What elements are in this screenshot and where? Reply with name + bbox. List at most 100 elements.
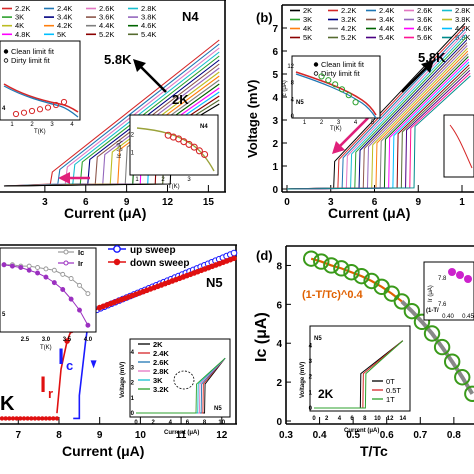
panel-b-legend-entry: 2K — [303, 6, 312, 15]
panel-c-inset-bottom-ylabel: Voltage (mV) — [120, 362, 126, 398]
panel-c-inset-top-xlabel: T(K) — [40, 345, 52, 351]
panel-d-y-tick-label: 4 — [276, 339, 282, 350]
panel-d-data-point — [313, 253, 330, 270]
panel-b-iv-curve — [286, 75, 471, 190]
panel-c-xlabel: Current (μA) — [62, 443, 144, 459]
panel-d-x-tick-label: 0.8 — [447, 430, 461, 441]
panel-d-y-tick-label: 6 — [276, 300, 282, 311]
panel-b-inset-top-xtick: 4 — [354, 120, 358, 126]
panel-d-data-point — [343, 264, 360, 281]
panel-c-inset-legend-entry: 2.8K — [153, 367, 169, 376]
panel-b-inset-top-point — [332, 81, 339, 88]
panel-d-inset-bottom-ylabel: Voltage (mV) — [300, 362, 306, 398]
panel-a-inset-top-point — [20, 109, 28, 116]
panel-a-inset-bottom-point — [201, 150, 209, 159]
panel-a-inset-top-point — [12, 110, 20, 118]
panel-a-legend-entry: 2.2K — [15, 4, 30, 13]
panel-c-x-tick-label: 10 — [135, 430, 147, 441]
panel-c-baseline-point — [18, 416, 23, 421]
panel-a-inset-legend-entry: Clean limit fit — [11, 47, 55, 56]
panel-a-high-temp-label: 5.8K — [104, 52, 132, 67]
panel-b-y-tick-label: 0 — [272, 185, 278, 196]
panel-b-legend-entry: 3.2K — [341, 15, 356, 24]
panel-a-legend-entry: 3.6K — [99, 13, 114, 22]
panel-c-baseline-point — [43, 416, 49, 421]
panel-d-inset-top-xtick: 0.45 — [462, 314, 474, 320]
panel-b-legend-entry: 4.6K — [417, 24, 432, 33]
panel-b-inset-top-xtick: 2 — [320, 120, 324, 126]
panel-c-x-tick-label: 7 — [15, 430, 21, 441]
panel-d-y-tick-label: 8 — [276, 261, 282, 272]
panel-a-legend-entry: 4.8K — [15, 30, 30, 39]
panel-a-temp-arrow — [133, 59, 167, 93]
panel-a-x-tick-label: 12 — [162, 197, 174, 208]
panel-d-x-tick-label: 0.7 — [413, 430, 427, 441]
panel-a-legend-entry: 4.4K — [99, 21, 114, 30]
panel-d-inset-bottom-xtick: 4 — [338, 416, 342, 422]
panel-c-ic-sub: c — [66, 358, 73, 373]
panel-c-inset-legend-entry: 3.2K — [153, 385, 169, 394]
panel-d-inset-top-ytick: 7.6 — [438, 302, 447, 308]
panel-c-inset-bottom-xtick: 10 — [218, 420, 225, 426]
panel-d-inset-bottom-xtick: 0 — [312, 416, 316, 422]
panel-a-inset-top-xlabel: T(K) — [34, 129, 46, 135]
panel-c-baseline-point — [54, 416, 60, 421]
panel-c-inset-legend-entry: 2K — [153, 340, 163, 349]
panel-d-data-point — [423, 325, 441, 342]
panel-b-x-tick-label: 6 — [372, 197, 378, 208]
panel-b-inset-top-point — [345, 92, 352, 99]
panel-a-legend-entry: 4.2K — [57, 21, 72, 30]
panel-c-x-tick-label: 9 — [97, 430, 103, 441]
panel-b-ylabel: Voltage (mV) — [245, 80, 260, 159]
panel-c-inset-legend-entry: 2.6K — [153, 358, 169, 367]
panel-b-inset-legend-marker — [313, 71, 319, 76]
panel-c-baseline-point — [10, 416, 16, 421]
panel-c-ic-arrow — [90, 360, 97, 369]
panel-b-y-tick-label: 3 — [272, 116, 278, 127]
panel-d-data-point — [454, 369, 471, 386]
panel-c-inset-top-point — [68, 296, 74, 302]
panel-c-inset-bottom-ytick: 4 — [131, 350, 135, 356]
panel-a-inset-top-point — [36, 106, 44, 113]
panel-a-inset-bottom-point — [190, 143, 198, 151]
panel-b-inset-top-ytick: 0 — [291, 114, 295, 120]
panel-d-inset-top: (1-T/ Ir (μA) 7.6 7.8 0.40 0.45 — [423, 261, 474, 321]
panel-d-fit-low — [310, 257, 403, 303]
panel-d-inset-bottom-annotation: 2K — [318, 387, 334, 401]
panel-b-inset-top-point — [325, 77, 332, 84]
panel-b-inset-legend-entry: Clean limit fit — [321, 60, 365, 69]
panel-a-legend-entry: 5.2K — [99, 30, 114, 39]
panel-b-inset-top-xlabel: T(K) — [330, 126, 342, 132]
panel-c-sample-label: N5 — [206, 275, 223, 290]
panel-d-x-tick-label: 0.3 — [279, 430, 293, 441]
panel-a-inset-bottom: N4 1 2 1 2 3 T(K) Ic (μA) — [117, 114, 219, 190]
panel-a-inset-legend-marker — [3, 58, 9, 63]
panel-a-x-tick-label: 6 — [83, 197, 89, 208]
panel-c-ir-label: I — [40, 372, 46, 397]
panel-a-inset-bottom-xlabel: T(K) — [168, 184, 180, 190]
panel-b-pink-arrow — [332, 117, 369, 154]
panel-c-legend-down: down sweep — [130, 258, 189, 269]
panel-a-inset-top-point — [52, 101, 60, 109]
panel-a-inset-legend-entry: Dirty limit fit — [11, 56, 51, 65]
panel-c-inset-bottom-ytick: 0 — [131, 411, 135, 417]
panel-a-inset-top-point — [28, 107, 36, 115]
panel-b-inset-legend-entry: Dirty limit fit — [321, 69, 361, 78]
panel-b-inset-top-point — [318, 73, 325, 80]
panel-a-inset-bottom-xtick: 3 — [187, 177, 191, 183]
panel-d-y-tick-label: 2 — [276, 378, 282, 389]
panel-b-high-temp-label: 5.8K — [418, 50, 446, 65]
panel-b-y-tick-label: 6 — [272, 47, 278, 58]
panel-b-inset-top-ylabel: Ic (μA) — [282, 80, 288, 98]
panel-a-inset-bottom-ytick: 2 — [131, 132, 135, 138]
panel-c-inset-top-point — [1, 262, 7, 268]
panel-c-inset-bottom-xtick: 4 — [169, 420, 173, 426]
panel-d-inset-bottom-ytick: 3 — [309, 359, 313, 365]
panel-c-baseline-point — [32, 416, 38, 421]
panel-a-inset-bottom-point — [195, 147, 203, 155]
panel-c-ir-sub: r — [48, 386, 53, 401]
panel-b-legend-entry: 5.2K — [341, 33, 356, 42]
